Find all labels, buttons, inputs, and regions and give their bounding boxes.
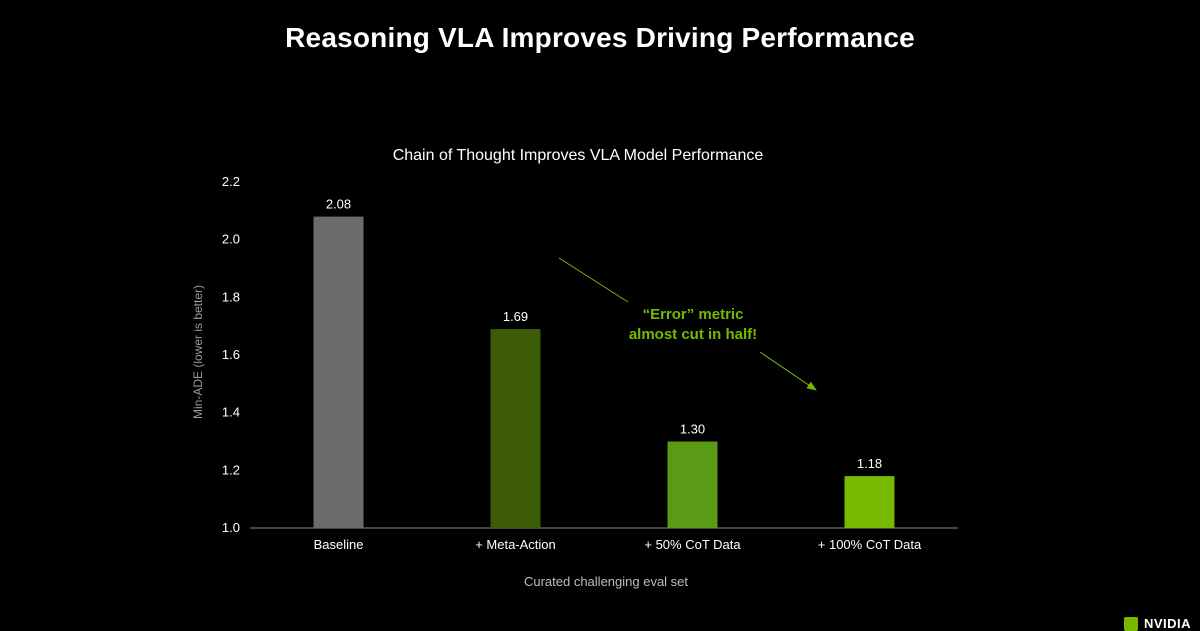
x-tick-label: + Meta-Action — [475, 537, 556, 552]
data-label: 1.69 — [503, 309, 528, 324]
bar — [667, 441, 718, 528]
x-tick-label: Baseline — [314, 537, 364, 552]
annotation-line-2: almost cut in half! — [629, 326, 757, 343]
y-tick-labels: 1.0 1.2 1.4 1.6 1.8 2.0 2.2 — [222, 174, 240, 535]
y-tick-label: 1.6 — [222, 347, 240, 362]
annotation-line-1: “Error” metric — [643, 306, 744, 323]
y-tick-label: 2.0 — [222, 232, 240, 247]
bar — [313, 216, 364, 528]
logo-text: NVIDIA — [1144, 616, 1192, 631]
data-label: 2.08 — [326, 197, 351, 212]
data-label: 1.18 — [857, 456, 882, 471]
annotation-arrow-lower — [759, 351, 817, 391]
nvidia-logo: NVIDIA — [1124, 616, 1191, 631]
data-label: 1.30 — [680, 422, 705, 437]
x-tick-labels: Baseline + Meta-Action + 50% CoT Data + 100… — [314, 537, 922, 552]
bars: 2.08 1.69 1.30 1.18 — [313, 197, 895, 528]
bar — [490, 329, 541, 528]
x-tick-label: + 50% CoT Data — [644, 537, 741, 552]
x-axis-label: Curated challenging eval set — [524, 574, 688, 589]
y-tick-label: 1.0 — [222, 520, 240, 535]
y-tick-label: 1.4 — [222, 405, 240, 420]
nvidia-eye-icon — [1124, 616, 1138, 631]
chart-title: Chain of Thought Improves VLA Model Perf… — [393, 147, 764, 164]
x-tick-label: + 100% CoT Data — [818, 537, 922, 552]
y-tick-label: 1.2 — [222, 462, 240, 477]
page-title: Reasoning VLA Improves Driving Performan… — [285, 22, 915, 53]
y-tick-label: 2.2 — [222, 174, 240, 189]
annotation: “Error” metric almost cut in half! — [558, 257, 817, 391]
annotation-arrow-upper — [558, 257, 629, 303]
y-tick-label: 1.8 — [222, 289, 240, 304]
bar — [844, 476, 895, 528]
y-axis-label: Min-ADE (lower is better) — [191, 285, 205, 419]
